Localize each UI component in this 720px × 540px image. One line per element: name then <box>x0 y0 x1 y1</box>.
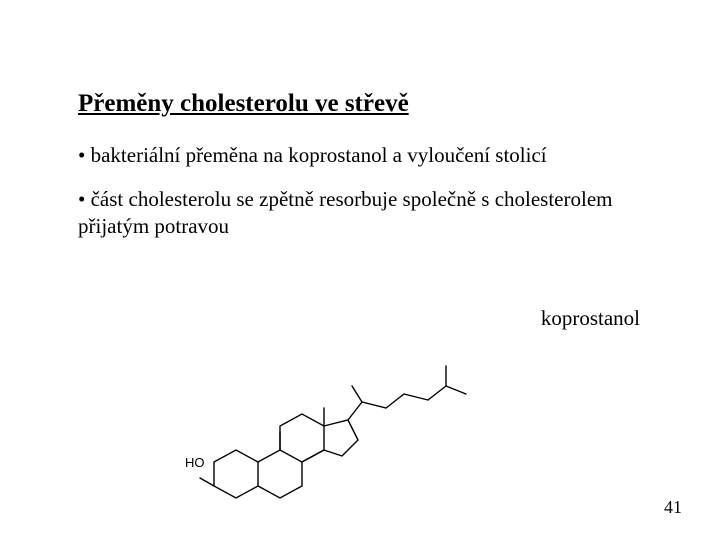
page-number: 41 <box>664 497 682 518</box>
slide-title: Přeměny cholesterolu ve střevě <box>78 90 650 118</box>
slide-content: Přeměny cholesterolu ve střevě • bakteri… <box>0 0 720 540</box>
bullet-1: • bakteriální přeměna na koprostanol a v… <box>78 142 638 168</box>
compound-label: koprostanol <box>541 306 640 331</box>
bullet-2: • část cholesterolu se zpětně resorbuje … <box>78 186 638 239</box>
structure-figure <box>190 334 490 499</box>
koprostanol-structure-icon <box>190 334 490 499</box>
